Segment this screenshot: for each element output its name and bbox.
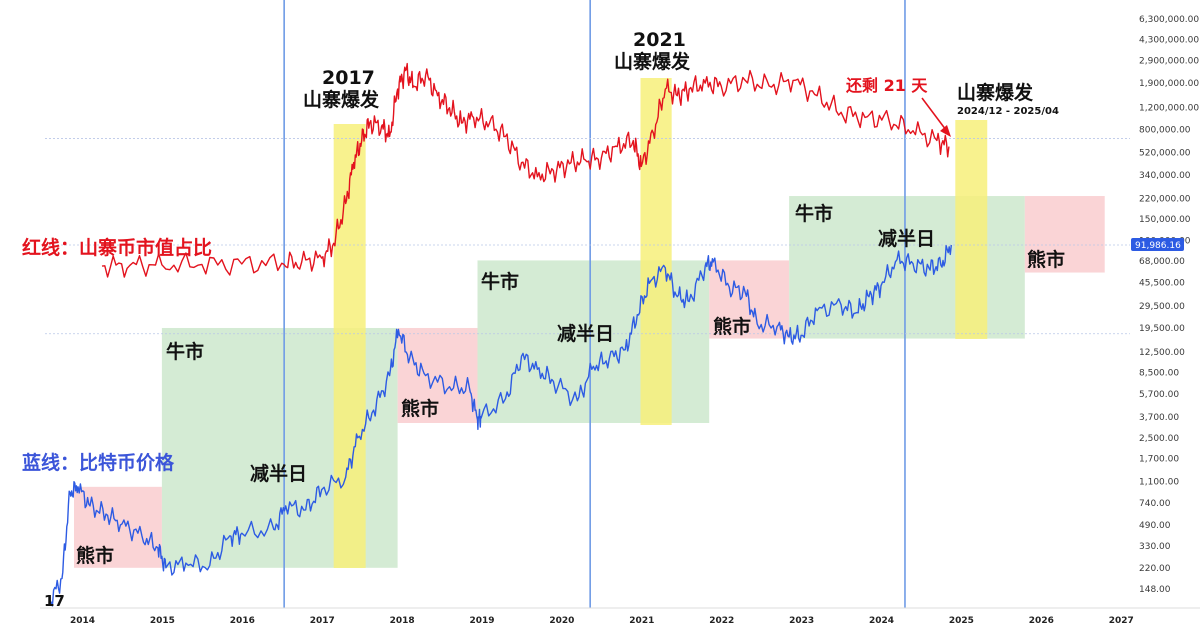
y-tick-label: 1,200,000.00 xyxy=(1139,104,1199,114)
season-2021-year: 2021 xyxy=(633,29,686,51)
y-tick-label: 2,900,000.00 xyxy=(1139,57,1199,67)
y-tick-label: 220.00 xyxy=(1139,564,1171,574)
zone-label-bear-2018: 熊市 xyxy=(401,397,439,420)
y-tick-label: 19,500.00 xyxy=(1139,324,1185,334)
x-tick-label: 2023 xyxy=(789,616,814,626)
zone-label-bear-2026: 熊市 xyxy=(1027,248,1065,271)
btc-price-tag-value: 91,986.16 xyxy=(1135,241,1181,251)
series-lines xyxy=(49,62,952,607)
countdown-label: 还剩 21 天 xyxy=(845,76,928,95)
season-2025-text: 山寨爆发 xyxy=(957,81,1034,104)
x-tick-label: 2027 xyxy=(1109,616,1134,626)
y-tick-label: 148.00 xyxy=(1139,585,1171,595)
y-tick-label: 68,000.00 xyxy=(1139,257,1185,267)
y-tick-label: 2,500.00 xyxy=(1139,434,1179,444)
y-tick-label: 740.00 xyxy=(1139,499,1171,509)
y-tick-label: 490.00 xyxy=(1139,521,1171,531)
x-tick-label: 2019 xyxy=(470,616,495,626)
x-tick-label: 2014 xyxy=(70,616,95,626)
y-tick-label: 3,700.00 xyxy=(1139,413,1179,423)
season-2017-year: 2017 xyxy=(322,67,375,89)
x-tick-label: 2025 xyxy=(949,616,974,626)
zone-label-bull-2023: 牛市 xyxy=(795,202,833,225)
y-tick-label: 1,100.00 xyxy=(1139,478,1179,488)
y-tick-label: 29,500.00 xyxy=(1139,302,1185,312)
zone-bear-6 xyxy=(1024,196,1105,273)
y-axis: 6,300,000.00 4,300,000.00 2,900,000.00 1,90… xyxy=(1139,15,1199,595)
altcoin-season-band-2 xyxy=(955,120,988,339)
season-2025-range: 2024/12 - 2025/04 xyxy=(957,106,1059,117)
halving-label-2024: 减半日 xyxy=(878,227,935,250)
y-tick-label: 1,900,000.00 xyxy=(1139,79,1199,89)
altcoin-season-band-0 xyxy=(333,124,366,568)
y-tick-label: 340,000.00 xyxy=(1139,171,1191,181)
grid-lines xyxy=(45,138,1130,335)
halving-label-2020: 减半日 xyxy=(557,322,614,345)
series-line-btc-price xyxy=(49,244,952,607)
y-tick-label: 150,000.00 xyxy=(1139,215,1191,225)
season-2017-text: 山寨爆发 xyxy=(303,88,380,111)
zone-bear-2 xyxy=(397,327,478,423)
altcoin-season-bands xyxy=(333,78,988,568)
y-tick-label: 12,500.00 xyxy=(1139,348,1185,358)
x-tick-label: 2026 xyxy=(1029,616,1054,626)
series-line-altcoin-share xyxy=(101,62,950,278)
red-line-legend: 红线：山寨币市值占比 xyxy=(22,236,212,259)
x-tick-label: 2017 xyxy=(310,616,335,626)
y-tick-label: 5,700.00 xyxy=(1139,390,1179,400)
y-tick-label: 1,700.00 xyxy=(1139,455,1179,465)
y-tick-label: 800,000.00 xyxy=(1139,125,1191,135)
y-tick-label: 45,500.00 xyxy=(1139,279,1185,289)
tradingview-logo: 17 xyxy=(44,592,65,610)
x-tick-label: 2022 xyxy=(709,616,734,626)
countdown-arrow-head xyxy=(940,125,951,137)
halving-lines xyxy=(283,0,906,608)
y-tick-label: 4,300,000.00 xyxy=(1139,35,1199,45)
x-tick-label: 2020 xyxy=(549,616,574,626)
x-tick-label: 2015 xyxy=(150,616,175,626)
y-tick-label: 8,500.00 xyxy=(1139,368,1179,378)
y-tick-label: 520,000.00 xyxy=(1139,148,1191,158)
x-axis: 2014 2015 2016 2017 2018 2019 2020 2021 2022 2023… xyxy=(40,607,1200,626)
season-2021-text: 山寨爆发 xyxy=(614,50,691,73)
btc-price-tag xyxy=(1131,238,1184,251)
chart-annotations: 熊市 牛市 熊市 牛市 熊市 牛市 熊市 减半日 减半日 减半日 2017 山寨… xyxy=(22,29,1184,610)
halving-label-2016: 减半日 xyxy=(250,462,307,485)
x-tick-label: 2018 xyxy=(390,616,415,626)
altcoin-season-band-1 xyxy=(640,78,672,425)
y-tick-label: 220,000.00 xyxy=(1139,194,1191,204)
zone-label-bear-2014: 熊市 xyxy=(76,544,114,567)
y-tick-label: 330.00 xyxy=(1139,542,1171,552)
y-tick-label: 6,300,000.00 xyxy=(1139,15,1199,25)
x-tick-label: 2016 xyxy=(230,616,255,626)
zone-label-bull-2019: 牛市 xyxy=(481,270,519,293)
zone-label-bull-2015: 牛市 xyxy=(166,340,204,363)
x-tick-label: 2024 xyxy=(869,616,894,626)
countdown-arrow-line xyxy=(921,97,947,131)
blue-line-legend: 蓝线：比特币价格 xyxy=(22,451,175,474)
x-tick-label: 2021 xyxy=(629,616,654,626)
zone-label-bear-2022: 熊市 xyxy=(713,315,751,338)
